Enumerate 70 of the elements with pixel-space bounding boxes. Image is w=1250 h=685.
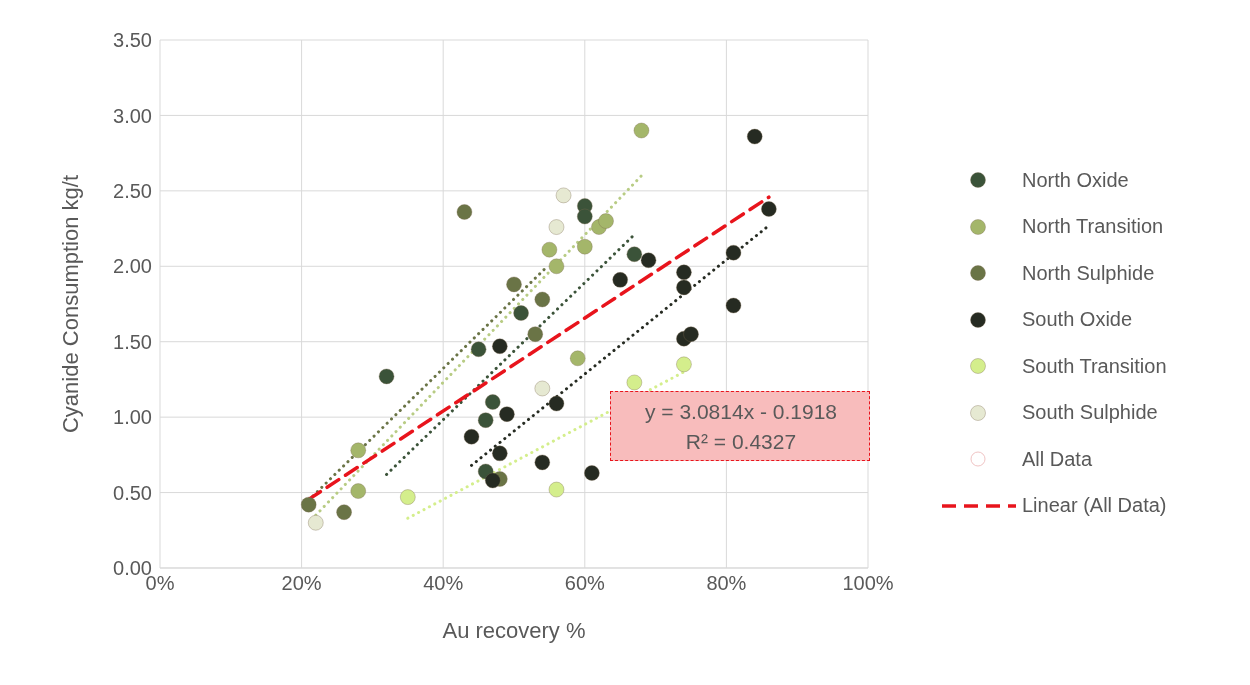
point [598,213,615,230]
point [548,219,565,236]
legend-label: Linear (All Data) [1022,494,1167,518]
point [583,464,600,481]
point [350,442,367,459]
y-tick-label: 3.50 [113,29,152,52]
point [569,350,586,367]
y-tick-label: 2.00 [113,255,152,278]
legend-label: South Oxide [1022,308,1133,332]
point [548,395,565,412]
point [683,326,699,343]
y-axis-title: Cyanide Consumption kg/t [57,174,83,434]
point [534,454,551,471]
point [576,208,593,225]
point [506,276,522,293]
y-tick-label: 2.50 [113,179,152,202]
point [675,356,692,373]
point [675,264,692,281]
point [456,203,473,220]
point [513,305,530,322]
point [725,244,742,261]
point [725,297,742,314]
point [300,496,317,513]
point [675,279,692,296]
point [640,252,657,269]
point [470,341,487,358]
point [541,241,558,258]
point [307,514,324,531]
x-tick-label: 20% [281,572,322,595]
point [555,187,572,204]
point [498,406,515,423]
legend-label: North Sulphide [1022,261,1155,285]
x-tick-label: 80% [706,572,747,595]
point [336,504,353,521]
x-axis-title: Au recovery % [442,618,586,643]
point [491,338,508,355]
legend-label: North Transition [1022,215,1164,239]
point [746,128,763,145]
x-tick-label: 40% [423,572,464,595]
point [548,481,565,498]
point [576,238,593,255]
point [548,258,565,275]
legend-label: South Sulphide [1022,401,1158,425]
point [484,394,501,411]
point [399,489,416,506]
y-tick-label: 0.50 [113,481,152,504]
point [633,122,650,139]
annotation: y = 3.0814x - 0.1918 [643,399,839,425]
y-tick-label: 1.00 [113,406,152,429]
point [527,326,544,343]
point [477,412,494,429]
annotation: R² = 0.4327 [684,429,798,455]
point [491,445,508,462]
legend-label: South Transition [1022,354,1167,378]
point [534,291,551,308]
point [626,246,643,263]
point [463,428,480,445]
point [760,200,777,217]
point [612,271,629,288]
y-tick-label: 1.50 [113,330,152,353]
point [626,374,643,391]
legend-label: All Data [1022,447,1093,471]
y-tick-label: 3.00 [113,104,152,127]
point [534,380,551,397]
legend-label: North Oxide [1022,168,1129,192]
x-tick-label: 60% [564,572,606,595]
x-tick-label: 100% [842,572,894,595]
point [350,483,367,500]
point [484,472,501,489]
point [378,368,395,385]
